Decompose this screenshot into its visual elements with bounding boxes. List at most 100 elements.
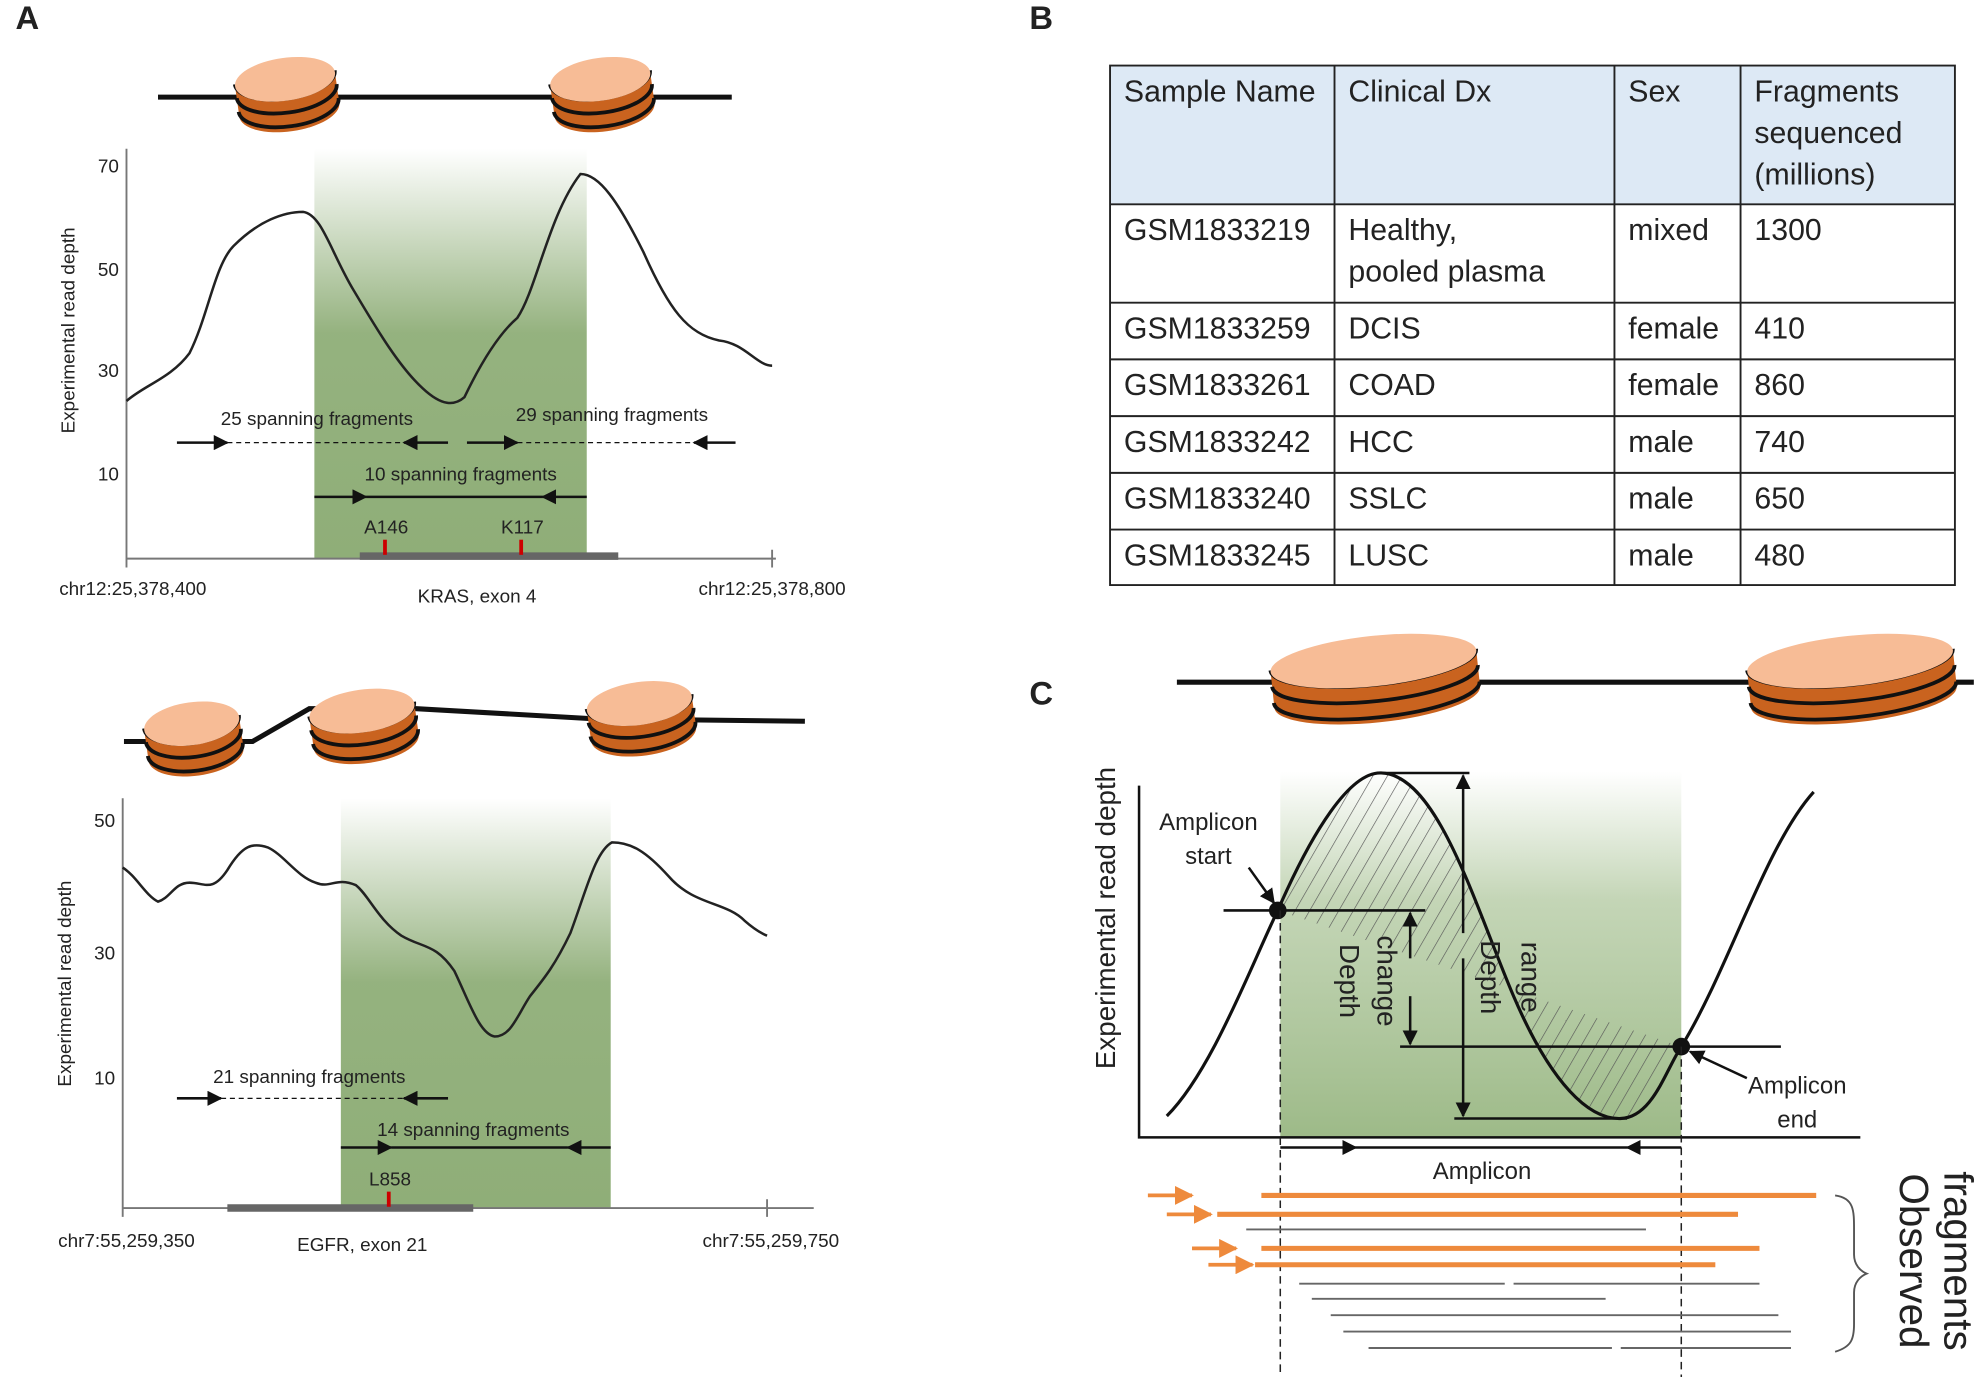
- read-depth-curve: [125, 172, 773, 405]
- nucleosome-part: [236, 97, 341, 130]
- table-cell: Fragments: [1754, 75, 1899, 108]
- annotation: range: [1515, 942, 1546, 1013]
- table-cell: COAD: [1348, 369, 1435, 402]
- table-cell: GSM1833242: [1124, 426, 1311, 459]
- table-cell: male: [1628, 426, 1694, 459]
- mutation-label: K117: [501, 517, 544, 538]
- nucleosome-part: [1746, 664, 1957, 706]
- y-tick-label: 30: [94, 944, 115, 965]
- panel-labels: A B C: [16, 0, 1054, 712]
- nucleosome-part: [550, 83, 654, 116]
- nucleosome-part: [588, 721, 698, 754]
- table-cell: (millions): [1754, 159, 1875, 192]
- table-cell: HCC: [1348, 426, 1414, 459]
- annotation: Depth: [1475, 940, 1506, 1014]
- table-header-bg: [1110, 65, 1955, 205]
- table-cell: female: [1628, 312, 1719, 345]
- panel-label: C: [1029, 675, 1053, 712]
- table-cell: 860: [1754, 369, 1804, 402]
- annotation: Observed: [1891, 1174, 1937, 1349]
- x-label: chr12:25,378,800: [699, 579, 846, 600]
- nucleosome-part: [309, 688, 415, 734]
- table-cell: sequenced: [1754, 117, 1902, 150]
- y-axis-label: Experimental read depth: [1090, 767, 1121, 1069]
- y-tick-label: 10: [94, 1068, 115, 1089]
- table-cell: 480: [1754, 539, 1804, 572]
- panel-label: B: [1029, 0, 1053, 36]
- arrow: [1688, 1050, 1748, 1080]
- nucleosome: [232, 56, 341, 133]
- annotation: 25 spanning fragments: [221, 409, 413, 430]
- nucleosome-part: [309, 715, 418, 748]
- nucleosome: [1745, 633, 1959, 725]
- nucleosome-part: [234, 56, 336, 102]
- y-tick-label: 70: [98, 157, 119, 178]
- fragments: [1246, 1228, 1791, 1349]
- table-cell: SSLC: [1348, 483, 1427, 516]
- table-cell: GSM1833219: [1124, 214, 1311, 247]
- region-label: KRAS, exon 4: [418, 587, 537, 608]
- annotation: Amplicon: [1159, 809, 1257, 836]
- panel-c-text: Experimental read depth Amplicon start A…: [1090, 767, 1978, 1351]
- annotation: fragments: [1935, 1171, 1978, 1350]
- table-cell: GSM1833259: [1124, 312, 1311, 345]
- y-axis-label: Experimental read depth: [59, 227, 80, 433]
- x-label: chr7:55,259,350: [58, 1231, 195, 1252]
- nucleosome-part: [1271, 681, 1482, 722]
- y-tick-label: 50: [98, 260, 119, 281]
- panel-a-text: Experimental read depth 25 spanning frag…: [55, 227, 846, 1255]
- nucleosome: [142, 701, 245, 777]
- nucleosome-part: [586, 681, 692, 726]
- read-arrows: [1147, 1185, 1255, 1275]
- nucleosome-part: [144, 728, 243, 760]
- annotation: 21 spanning fragments: [213, 1067, 405, 1088]
- region-label: EGFR, exon 21: [297, 1235, 427, 1256]
- nucleosome-part: [552, 97, 656, 130]
- table-cell: DCIS: [1348, 312, 1420, 345]
- table-cell: 1300: [1754, 214, 1821, 247]
- table-cell: Sex: [1628, 75, 1680, 108]
- table-cell: mixed: [1628, 214, 1709, 247]
- y-tick-label: 30: [98, 361, 119, 382]
- brace: [1834, 1194, 1870, 1353]
- arrow: [1247, 866, 1276, 905]
- nucleosome: [307, 688, 420, 765]
- nucleosome: [584, 681, 698, 757]
- annotation: change: [1372, 936, 1403, 1027]
- annotation: Amplicon: [1748, 1072, 1846, 1099]
- table-cell: GSM1833240: [1124, 483, 1311, 516]
- hatch: [1277, 772, 1682, 1119]
- axes: [1137, 785, 1861, 1139]
- nucleosome-part: [1270, 664, 1480, 706]
- x-label: chr12:25,378,400: [59, 579, 206, 600]
- nucleosome-part: [586, 707, 696, 740]
- nucleosome-part: [1747, 633, 1953, 689]
- nucleosome: [1268, 633, 1482, 725]
- table-cell: male: [1628, 539, 1694, 572]
- table-cell: 410: [1754, 312, 1804, 345]
- level-lines: [1223, 771, 1781, 1120]
- table-cell: Healthy,: [1348, 214, 1457, 247]
- nucleosome: [548, 56, 656, 133]
- panel-label: A: [16, 0, 40, 36]
- annotation: start: [1185, 843, 1232, 870]
- table-cell: 740: [1754, 426, 1804, 459]
- table-cell: male: [1628, 483, 1694, 516]
- table-cell: GSM1833261: [1124, 369, 1311, 402]
- mutation-label: A146: [364, 517, 408, 538]
- nucleosome-part: [1270, 633, 1477, 689]
- mutation-label: L858: [369, 1169, 411, 1190]
- annotation: 14 spanning fragments: [377, 1120, 569, 1141]
- annotation: 10 spanning fragments: [364, 464, 556, 485]
- nucleosome-part: [145, 742, 245, 774]
- nucleosome-part: [1748, 681, 1959, 722]
- table-cell: Clinical Dx: [1348, 75, 1491, 108]
- table-cell: GSM1833245: [1124, 539, 1311, 572]
- nucleosome-part: [550, 56, 651, 102]
- table-cell: female: [1628, 369, 1719, 402]
- y-tick-label: 10: [98, 464, 119, 485]
- fragments: [1217, 1192, 1817, 1268]
- x-label: chr7:55,259,750: [703, 1231, 840, 1252]
- amplicon-region: [340, 798, 611, 1209]
